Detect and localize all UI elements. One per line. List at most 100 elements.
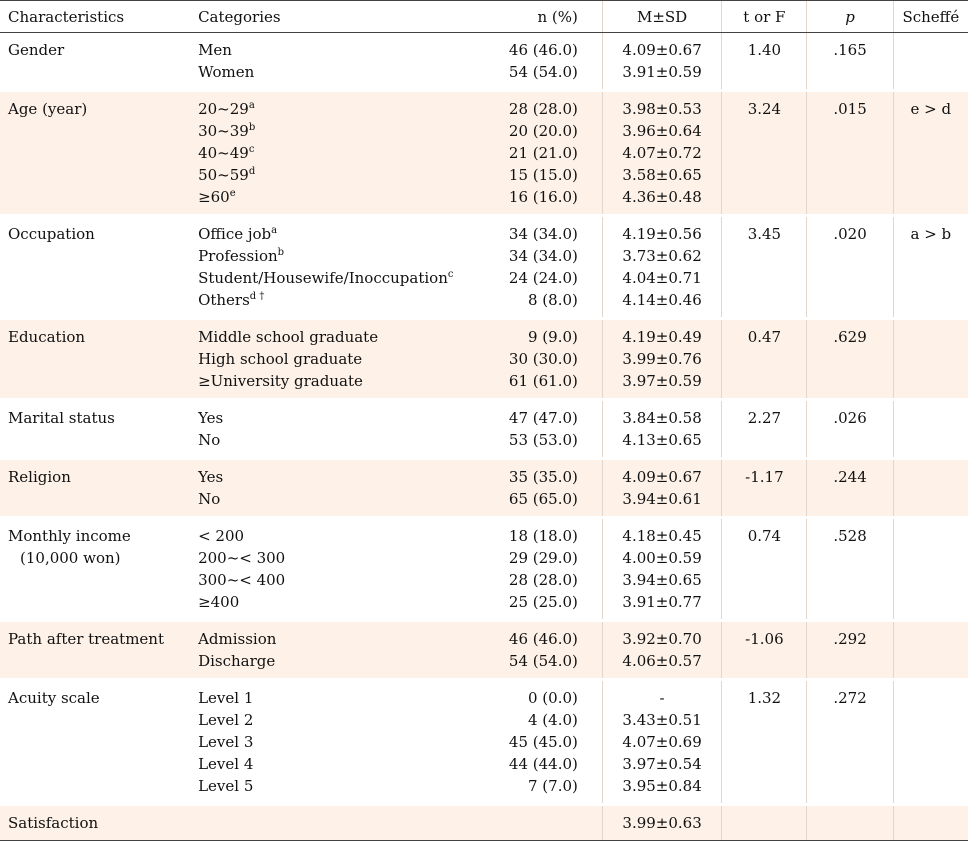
category-superscript: c <box>248 144 255 155</box>
msd-value: 3.96±0.64 <box>622 122 702 140</box>
tf-value: 1.32 <box>747 689 782 707</box>
characteristic-label: Education <box>8 328 86 346</box>
tf-value: -1.06 <box>745 630 784 648</box>
header-n: n (%) <box>499 0 603 33</box>
category-superscript: c <box>447 269 454 280</box>
category-label: < 200 <box>198 527 245 545</box>
msd-value: 3.95±0.84 <box>622 777 702 795</box>
tf-value: 3.24 <box>747 100 782 118</box>
category-label: Discharge <box>198 652 276 670</box>
scheffe-cell <box>892 678 968 805</box>
n-cell: 34 (34.0) 34 (34.0) 24 (24.0) 8 (8.0) <box>499 214 603 319</box>
categories-cell: Level 1 Level 2 Level 3 Level 4 Level 5 <box>190 678 500 805</box>
msd-value: 4.19±0.56 <box>622 225 702 243</box>
msd-value: 3.91±0.77 <box>622 593 702 611</box>
category-superscript: a <box>248 100 255 111</box>
n-value: 4 (4.0) <box>528 711 578 729</box>
characteristic-cell: Age (year) <box>0 89 191 216</box>
msd-value: 4.09±0.67 <box>622 468 702 486</box>
msd-cell: 3.84±0.58 4.13±0.65 <box>601 398 722 459</box>
p-value: .272 <box>833 689 867 707</box>
p-cell: .020 <box>806 214 894 319</box>
msd-cell: 4.19±0.49 3.99±0.76 3.97±0.59 <box>601 317 722 400</box>
msd-value: 3.97±0.59 <box>622 372 702 390</box>
n-value: 28 (28.0) <box>508 100 578 118</box>
n-value: 54 (54.0) <box>508 63 578 81</box>
scheffe-cell <box>892 457 968 518</box>
category-superscript: a <box>271 225 278 236</box>
categories-cell: Yes No <box>190 398 500 459</box>
categories-cell: Admission Discharge <box>190 619 500 680</box>
n-value: 34 (34.0) <box>508 225 578 243</box>
category-label: Yes <box>198 409 224 427</box>
n-value: 25 (25.0) <box>508 593 578 611</box>
characteristic-cell: Education <box>0 317 191 400</box>
category-label: Middle school graduate <box>198 328 379 346</box>
characteristic-label: Age (year) <box>8 100 88 118</box>
p-value: .026 <box>833 409 867 427</box>
p-cell <box>806 803 894 841</box>
n-cell: 46 (46.0) 54 (54.0) <box>499 619 603 680</box>
n-value: 21 (21.0) <box>508 144 578 162</box>
msd-value: 4.13±0.65 <box>622 431 702 449</box>
category-label: Men <box>198 41 232 59</box>
tf-cell: 0.47 <box>721 317 807 400</box>
msd-cell: 3.92±0.70 4.06±0.57 <box>601 619 722 680</box>
p-value: .015 <box>833 100 867 118</box>
n-value: 45 (45.0) <box>508 733 578 751</box>
table-body: Gender Men Women 46 (46.0) 54 (54.0) 4.09±0.6… <box>0 32 968 841</box>
characteristic-label: Religion <box>8 468 71 486</box>
msd-value: 4.09±0.67 <box>622 41 702 59</box>
characteristic-cell: Occupation <box>0 214 191 319</box>
p-value: .629 <box>833 328 867 346</box>
msd-value: 3.97±0.54 <box>622 755 702 773</box>
header-characteristics: Characteristics <box>0 0 191 33</box>
p-cell: .165 <box>806 32 894 91</box>
n-cell: 18 (18.0) 29 (29.0) 28 (28.0) 25 (25.0) <box>499 516 603 621</box>
categories-cell: Yes No <box>190 457 500 518</box>
msd-cell: 4.19±0.56 3.73±0.62 4.04±0.71 4.14±0.46 <box>601 214 722 319</box>
characteristic-cell: Satisfaction <box>0 803 191 841</box>
table-row: Occupation Office joba Professionb Student/… <box>0 214 968 319</box>
category-label: 200~< 300 <box>198 549 286 567</box>
categories-cell: < 200 200~< 300 300~< 400 ≥400 <box>190 516 500 621</box>
category-label: No <box>198 431 221 449</box>
characteristic-label: Marital status <box>8 409 115 427</box>
n-value: 46 (46.0) <box>508 41 578 59</box>
p-value: .528 <box>833 527 867 545</box>
category-label: Othersd † <box>198 291 265 309</box>
msd-value: 4.06±0.57 <box>622 652 702 670</box>
characteristic-label: Monthly income <box>8 527 131 545</box>
p-cell: .528 <box>806 516 894 621</box>
msd-cell: 4.18±0.45 4.00±0.59 3.94±0.65 3.91±0.77 <box>601 516 722 621</box>
scheffe-cell <box>892 803 968 841</box>
tf-cell: 3.24 <box>721 89 807 216</box>
characteristic-cell: Marital status <box>0 398 191 459</box>
tf-value: 0.47 <box>747 328 782 346</box>
msd-value: 3.94±0.61 <box>622 490 702 508</box>
scheffe-cell <box>892 317 968 400</box>
tf-cell: -1.17 <box>721 457 807 518</box>
categories-cell: 20~29a 30~39b 40~49c 50~59d ≥60e <box>190 89 500 216</box>
characteristic-cell: Religion <box>0 457 191 518</box>
table-row: Marital status Yes No 47 (47.0) 53 (53.0) 3.8… <box>0 398 968 459</box>
category-label: Yes <box>198 468 224 486</box>
n-value: 47 (47.0) <box>508 409 578 427</box>
tf-value: 0.74 <box>747 527 782 545</box>
category-label: Level 1 <box>198 689 254 707</box>
category-label: Admission <box>198 630 277 648</box>
tf-cell: -1.06 <box>721 619 807 680</box>
n-value: 44 (44.0) <box>508 755 578 773</box>
msd-value: 3.84±0.58 <box>622 409 702 427</box>
category-label: ≥University graduate <box>198 372 363 390</box>
table-row: Satisfaction 3.99±0.63 <box>0 803 968 841</box>
category-label: Professionb <box>198 247 285 265</box>
p-cell: .026 <box>806 398 894 459</box>
category-superscript: d <box>248 166 256 177</box>
n-value: 46 (46.0) <box>508 630 578 648</box>
tf-value: 3.45 <box>747 225 782 243</box>
n-value: 7 (7.0) <box>528 777 578 795</box>
n-cell: 46 (46.0) 54 (54.0) <box>500 33 603 91</box>
scheffe-value: a > b <box>910 225 952 243</box>
